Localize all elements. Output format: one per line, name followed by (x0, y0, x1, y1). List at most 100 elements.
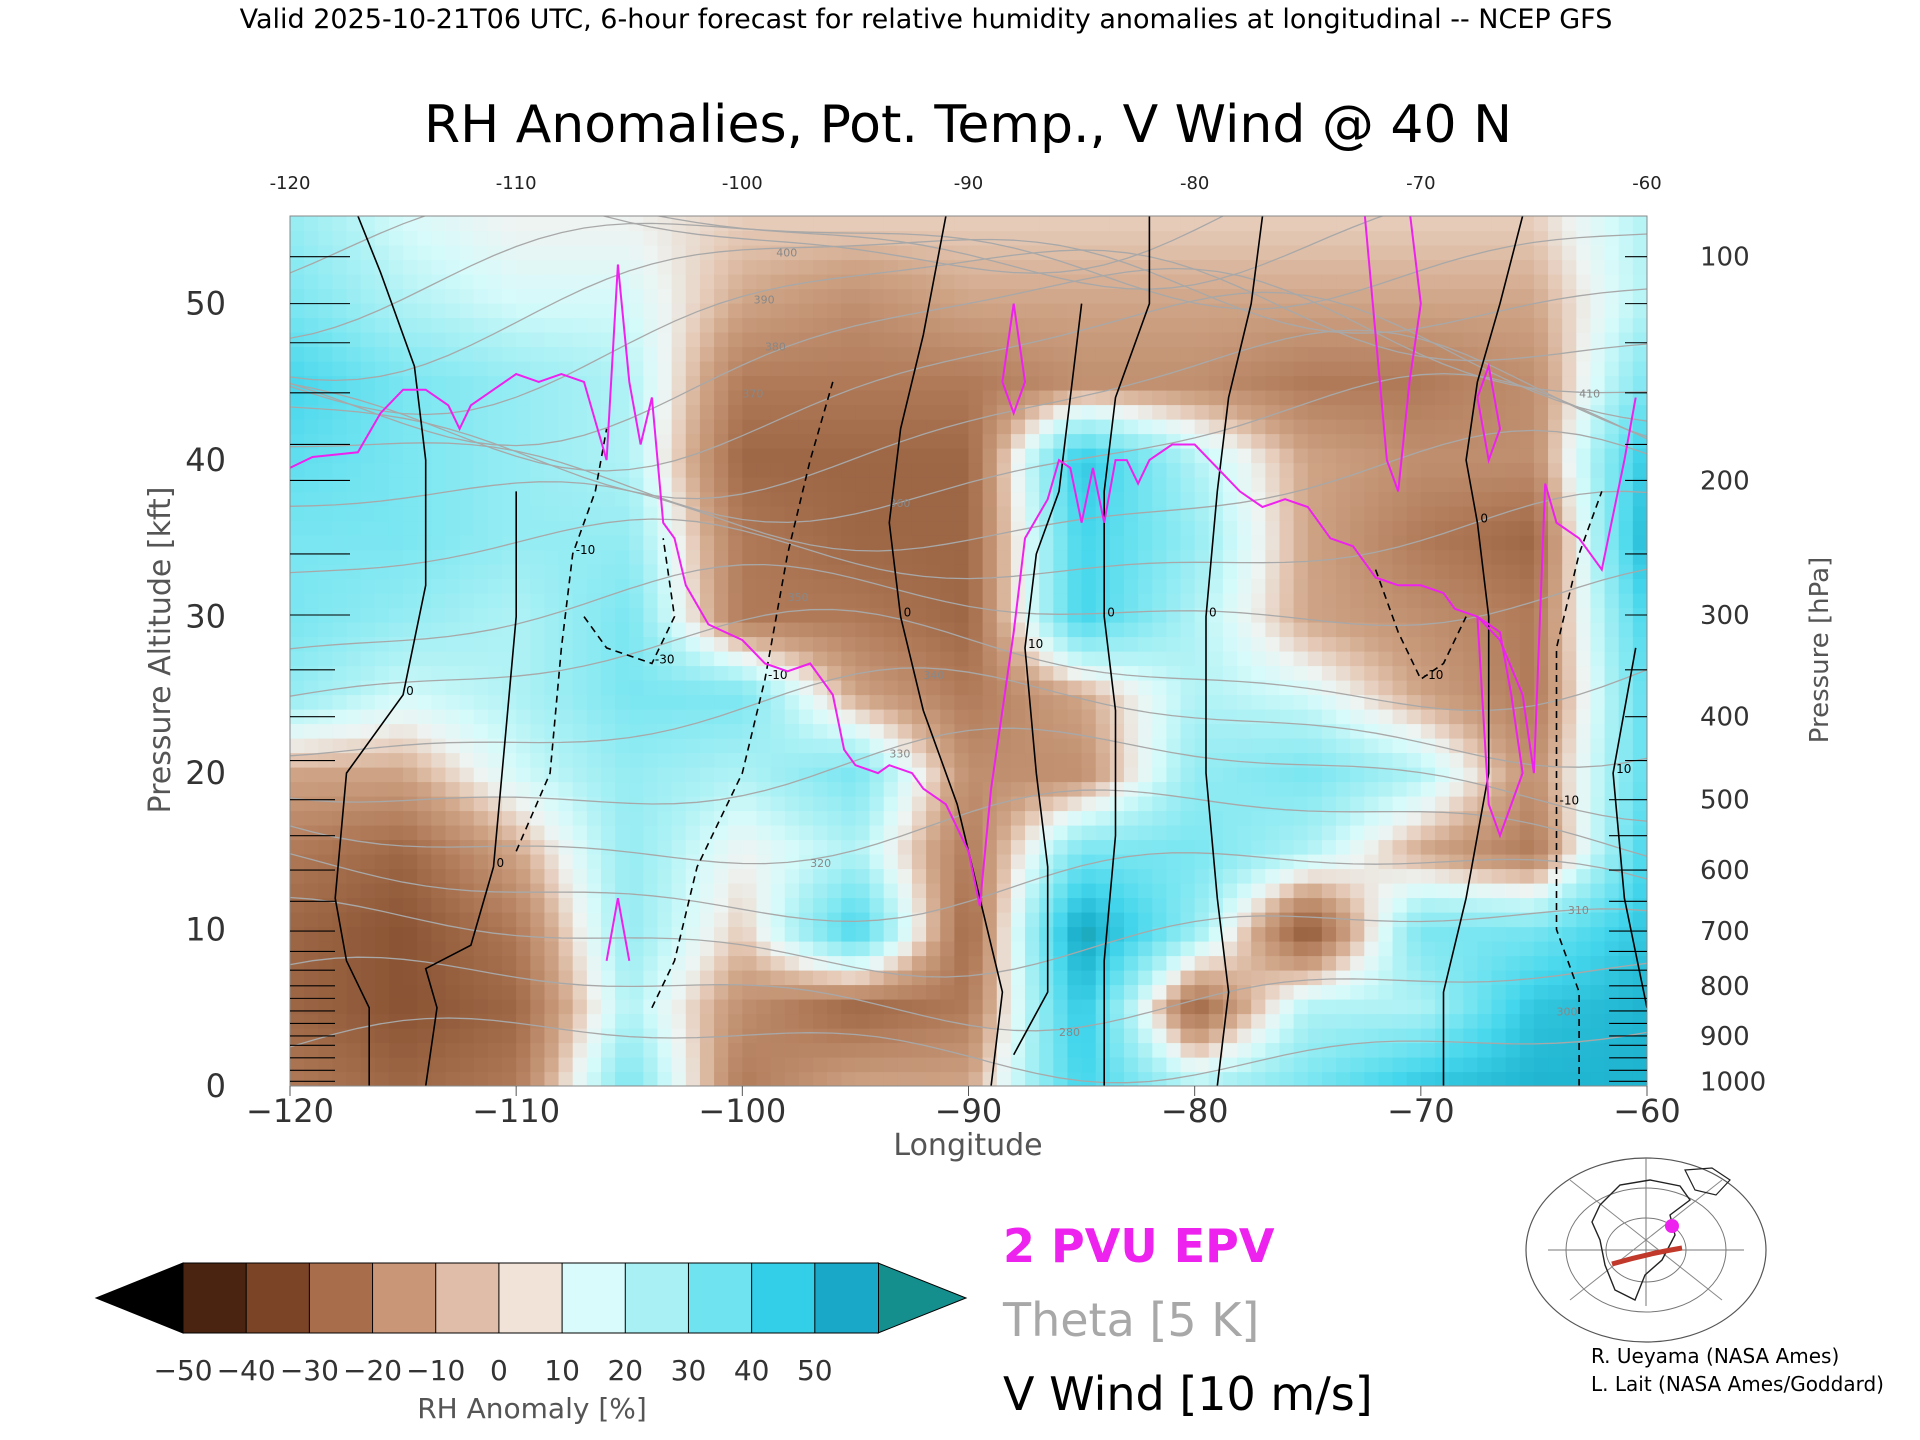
heatmap-cell (516, 984, 531, 1000)
heatmap-cell (615, 245, 630, 261)
heatmap-cell (374, 955, 390, 971)
heatmap-cell (1166, 390, 1182, 406)
heatmap-cell (784, 593, 800, 609)
heatmap-cell (996, 506, 1012, 522)
heatmap-cell (516, 549, 531, 565)
heatmap-cell (827, 680, 842, 696)
heatmap-cell (516, 462, 531, 478)
heatmap-cell (1406, 404, 1422, 420)
heatmap-cell (813, 955, 828, 971)
heatmap-cell (304, 912, 319, 928)
heatmap-cell (1251, 375, 1266, 391)
heatmap-cell (1279, 622, 1295, 638)
heatmap-cell (685, 680, 701, 696)
heatmap-cell (657, 303, 673, 319)
heatmap-cell (388, 1071, 404, 1086)
heatmap-cell (1152, 796, 1167, 812)
heatmap-cell (1434, 564, 1450, 580)
heatmap-cell (643, 346, 659, 362)
heatmap-cell (332, 1013, 348, 1029)
heatmap-cell (600, 854, 616, 870)
heatmap-cell (374, 419, 390, 435)
heatmap-cell (304, 999, 319, 1015)
heatmap-cell (1251, 868, 1266, 884)
heatmap-cell (431, 549, 447, 565)
heatmap-cell (855, 477, 871, 493)
heatmap-cell (431, 535, 447, 551)
heatmap-cell (1025, 317, 1040, 333)
heatmap-cell (770, 593, 786, 609)
heatmap-cell (813, 593, 828, 609)
heatmap-cell (954, 433, 970, 449)
heatmap-cell (1279, 781, 1295, 797)
heatmap-cell (544, 1057, 560, 1073)
heatmap-cell (699, 245, 715, 261)
heatmap-cell (1067, 259, 1083, 275)
heatmap-cell (1406, 680, 1422, 696)
heatmap-cell (1364, 738, 1380, 754)
heatmap-cell (756, 796, 772, 812)
heatmap-cell (1067, 1071, 1083, 1086)
heatmap-cell (388, 999, 404, 1015)
heatmap-cell (926, 1013, 941, 1029)
heatmap-cell (318, 854, 334, 870)
heatmap-cell (883, 346, 899, 362)
heatmap-cell (318, 883, 334, 899)
heatmap-cell (841, 665, 857, 681)
heatmap-cell (1378, 926, 1394, 942)
heatmap-cell (1109, 346, 1125, 362)
heatmap-cell (1152, 535, 1167, 551)
heatmap-cell (572, 752, 588, 768)
heatmap-cell (1053, 404, 1069, 420)
heatmap-cell (1067, 984, 1083, 1000)
heatmap-cell (1434, 955, 1450, 971)
heatmap-cell (1279, 462, 1295, 478)
heatmap-cell (487, 303, 503, 319)
heatmap-cell (756, 854, 772, 870)
heatmap-cell (855, 941, 871, 957)
heatmap-cell (1406, 897, 1422, 913)
heatmap-cell (883, 839, 899, 855)
heatmap-cell (1053, 303, 1069, 319)
heatmap-cell (1293, 767, 1309, 783)
heatmap-cell (1321, 245, 1337, 261)
heatmap-cell (926, 245, 941, 261)
heatmap-cell (1321, 941, 1337, 957)
heatmap-cell (784, 694, 800, 710)
heatmap-cell (643, 651, 659, 667)
heatmap-cell (1109, 564, 1125, 580)
heatmap-cell (855, 1071, 871, 1086)
heatmap-cell (699, 419, 715, 435)
heatmap-cell (1406, 970, 1422, 986)
heatmap-cell (1392, 796, 1408, 812)
heatmap-cell (883, 796, 899, 812)
heatmap-cell (1449, 636, 1464, 652)
heatmap-cell (855, 825, 871, 841)
heatmap-cell (1378, 549, 1394, 565)
heatmap-cell (1067, 462, 1083, 478)
heatmap-cell (841, 462, 857, 478)
heatmap-cell (770, 970, 786, 986)
heatmap-cell (332, 723, 348, 739)
heatmap-cell (1434, 796, 1450, 812)
heatmap-cell (770, 636, 786, 652)
heatmap-cell (1039, 825, 1054, 841)
heatmap-cell (1067, 999, 1083, 1015)
heatmap-cell (699, 274, 715, 290)
heatmap-cell (1434, 723, 1450, 739)
heatmap-cell (869, 578, 885, 594)
heatmap-cell (1180, 1013, 1196, 1029)
heatmap-cell (318, 941, 334, 957)
heatmap-cell (1081, 723, 1097, 739)
heatmap-cell (304, 361, 319, 377)
heatmap-cell (1194, 274, 1210, 290)
heatmap-cell (600, 1028, 616, 1044)
heatmap-cell (756, 622, 772, 638)
heatmap-cell (784, 839, 800, 855)
heatmap-cell (318, 303, 334, 319)
heatmap-cell (1449, 984, 1464, 1000)
heatmap-cell (940, 520, 955, 536)
heatmap-cell (954, 303, 970, 319)
heatmap-cell (841, 317, 857, 333)
heatmap-cell (1420, 404, 1436, 420)
